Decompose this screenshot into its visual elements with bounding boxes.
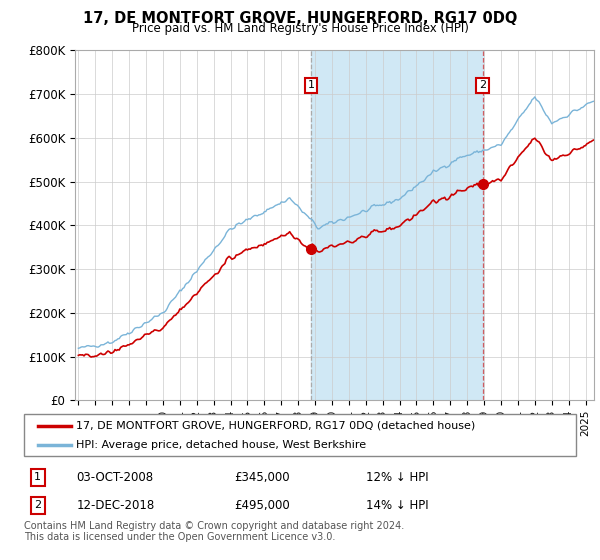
Bar (311, 50, 483, 400)
Text: 14% ↓ HPI: 14% ↓ HPI (366, 499, 429, 512)
Text: 2: 2 (34, 501, 41, 510)
Text: Contains HM Land Registry data © Crown copyright and database right 2024.
This d: Contains HM Land Registry data © Crown c… (24, 521, 404, 543)
Text: 1: 1 (307, 81, 314, 90)
Text: £345,000: £345,000 (234, 471, 289, 484)
Text: 03-OCT-2008: 03-OCT-2008 (76, 471, 154, 484)
Text: HPI: Average price, detached house, West Berkshire: HPI: Average price, detached house, West… (76, 440, 367, 450)
Text: 12-DEC-2018: 12-DEC-2018 (76, 499, 155, 512)
Text: £495,000: £495,000 (234, 499, 290, 512)
Text: 17, DE MONTFORT GROVE, HUNGERFORD, RG17 0DQ: 17, DE MONTFORT GROVE, HUNGERFORD, RG17 … (83, 11, 517, 26)
Text: 17, DE MONTFORT GROVE, HUNGERFORD, RG17 0DQ (detached house): 17, DE MONTFORT GROVE, HUNGERFORD, RG17 … (76, 421, 476, 431)
FancyBboxPatch shape (24, 414, 576, 456)
Text: 12% ↓ HPI: 12% ↓ HPI (366, 471, 429, 484)
Text: 1: 1 (34, 473, 41, 482)
Text: Price paid vs. HM Land Registry's House Price Index (HPI): Price paid vs. HM Land Registry's House … (131, 22, 469, 35)
Text: 2: 2 (479, 81, 487, 90)
